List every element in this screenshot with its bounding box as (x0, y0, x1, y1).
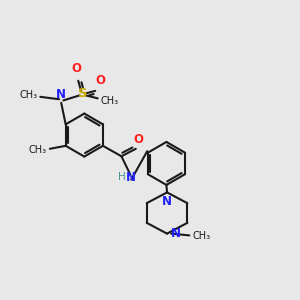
Text: CH₃: CH₃ (19, 90, 37, 100)
Text: N: N (171, 227, 181, 240)
Text: N: N (126, 171, 136, 184)
Text: O: O (133, 134, 143, 146)
Text: O: O (72, 62, 82, 75)
Text: N: N (162, 195, 172, 208)
Text: CH₃: CH₃ (29, 145, 47, 155)
Text: H: H (118, 172, 126, 182)
Text: N: N (56, 88, 66, 101)
Text: CH₃: CH₃ (192, 231, 210, 241)
Text: CH₃: CH₃ (100, 96, 119, 106)
Text: O: O (96, 74, 106, 87)
Text: S: S (78, 87, 88, 101)
